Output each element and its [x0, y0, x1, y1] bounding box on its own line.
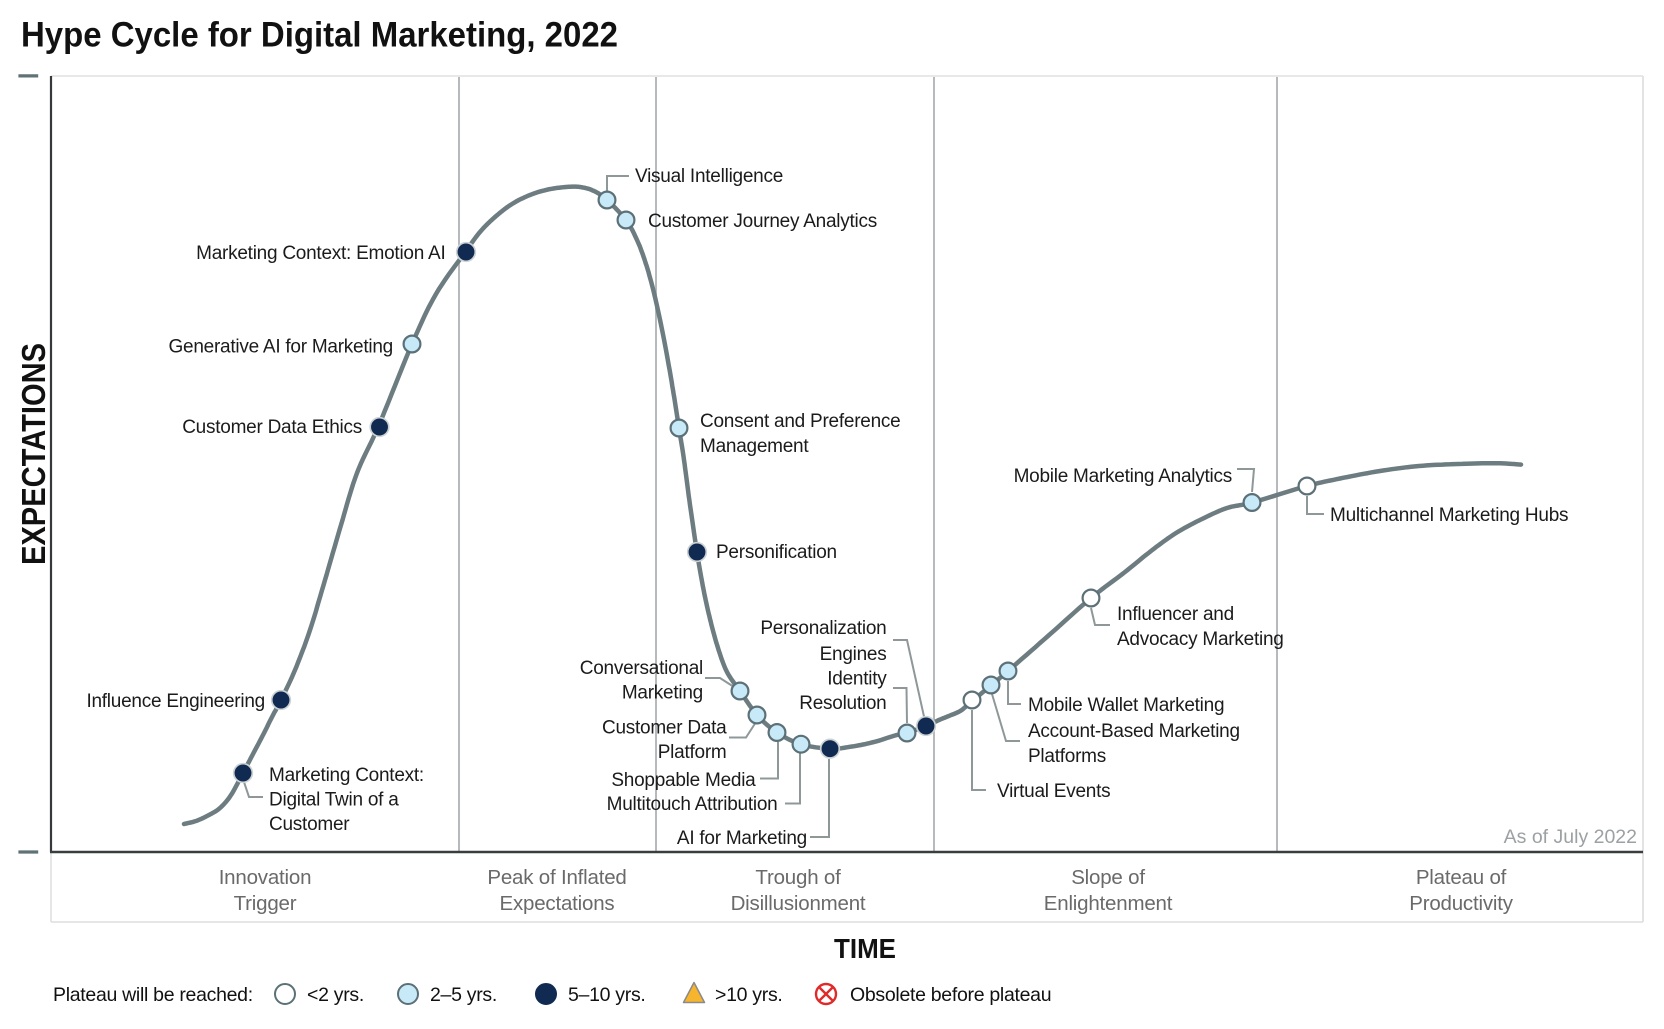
- svg-text:<2 yrs.: <2 yrs.: [307, 984, 364, 1006]
- svg-text:Virtual Events: Virtual Events: [997, 781, 1110, 802]
- svg-text:Expectations: Expectations: [500, 892, 615, 915]
- svg-text:Multitouch Attribution: Multitouch Attribution: [607, 794, 778, 815]
- svg-text:Platforms: Platforms: [1028, 746, 1106, 767]
- svg-text:Mobile Marketing Analytics: Mobile Marketing Analytics: [1014, 466, 1232, 487]
- svg-text:>10 yrs.: >10 yrs.: [715, 984, 783, 1006]
- svg-text:Customer: Customer: [269, 814, 350, 835]
- svg-text:Obsolete before plateau: Obsolete before plateau: [850, 984, 1051, 1006]
- svg-text:Influence Engineering: Influence Engineering: [86, 691, 265, 712]
- svg-text:Advocacy Marketing: Advocacy Marketing: [1117, 629, 1284, 650]
- svg-text:Customer Data: Customer Data: [602, 718, 727, 739]
- svg-text:Plateau will be reached:: Plateau will be reached:: [53, 984, 253, 1006]
- svg-text:Innovation: Innovation: [219, 866, 312, 889]
- svg-text:Plateau of: Plateau of: [1416, 866, 1507, 889]
- svg-text:Personification: Personification: [716, 542, 837, 563]
- svg-text:Resolution: Resolution: [799, 693, 886, 714]
- svg-text:5–10 yrs.: 5–10 yrs.: [568, 984, 646, 1006]
- svg-text:Mobile Wallet Marketing: Mobile Wallet Marketing: [1028, 695, 1224, 716]
- svg-text:Shoppable Media: Shoppable Media: [611, 770, 756, 791]
- svg-text:Identity: Identity: [827, 669, 887, 690]
- svg-text:Personalization: Personalization: [760, 618, 886, 639]
- svg-text:Slope of: Slope of: [1071, 866, 1145, 889]
- svg-text:Productivity: Productivity: [1409, 892, 1514, 915]
- svg-text:Trough of: Trough of: [755, 866, 841, 889]
- svg-text:Visual Intelligence: Visual Intelligence: [635, 166, 783, 187]
- svg-text:Enlightenment: Enlightenment: [1044, 892, 1173, 915]
- svg-text:Disillusionment: Disillusionment: [731, 892, 866, 915]
- svg-text:Consent and Preference: Consent and Preference: [700, 411, 900, 432]
- svg-text:EXPECTATIONS: EXPECTATIONS: [15, 343, 52, 565]
- svg-text:Marketing: Marketing: [622, 683, 703, 704]
- svg-text:Management: Management: [700, 436, 809, 457]
- svg-text:TIME: TIME: [834, 933, 896, 964]
- svg-text:Multichannel Marketing Hubs: Multichannel Marketing Hubs: [1330, 505, 1568, 526]
- svg-text:Trigger: Trigger: [234, 892, 297, 915]
- svg-text:Hype Cycle for Digital Marketi: Hype Cycle for Digital Marketing, 2022: [21, 15, 618, 55]
- svg-text:Marketing Context:: Marketing Context:: [269, 765, 424, 786]
- svg-text:Generative AI for Marketing: Generative AI for Marketing: [168, 337, 393, 358]
- svg-text:AI for Marketing: AI for Marketing: [677, 828, 807, 849]
- svg-text:Customer Journey Analytics: Customer Journey Analytics: [648, 211, 877, 232]
- svg-text:Engines: Engines: [820, 644, 887, 665]
- svg-text:Account-Based Marketing: Account-Based Marketing: [1028, 721, 1240, 742]
- svg-text:Digital Twin of a: Digital Twin of a: [269, 790, 399, 811]
- svg-text:Marketing Context: Emotion AI: Marketing Context: Emotion AI: [196, 243, 445, 264]
- svg-text:Platform: Platform: [658, 742, 727, 763]
- svg-text:Influencer and: Influencer and: [1117, 604, 1234, 625]
- svg-text:Customer Data Ethics: Customer Data Ethics: [182, 417, 362, 438]
- svg-text:Conversational: Conversational: [580, 658, 703, 679]
- svg-text:Peak of Inflated: Peak of Inflated: [487, 866, 626, 889]
- svg-text:2–5 yrs.: 2–5 yrs.: [430, 984, 497, 1006]
- svg-text:As of July 2022: As of July 2022: [1504, 826, 1637, 848]
